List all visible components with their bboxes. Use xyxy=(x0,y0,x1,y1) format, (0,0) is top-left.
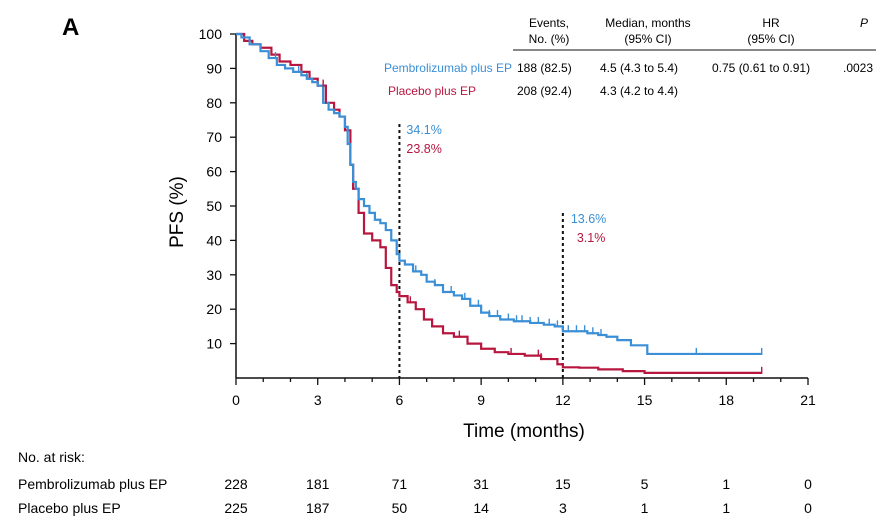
y-tick-label: 10 xyxy=(206,336,222,352)
risk-cell: 1 xyxy=(641,500,649,516)
stats-header-events-line2: No. (%) xyxy=(529,32,570,46)
y-tick-label: 60 xyxy=(206,164,222,180)
stats-label-pembro: Pembrolizumab plus EP xyxy=(384,61,512,75)
stats-events-pembro: 188 (82.5) xyxy=(517,61,572,75)
y-tick-label: 50 xyxy=(206,198,222,214)
risk-table-row-pembro: Pembrolizumab plus EP 228 181 71 31 15 5 1 0 xyxy=(18,476,812,492)
stats-events-placebo: 208 (92.4) xyxy=(517,84,572,98)
pembrolizumab-curve xyxy=(236,32,762,356)
reference-lines: 34.1% 23.8% 13.6% 3.1% xyxy=(398,123,606,378)
risk-table-title: No. at risk: xyxy=(18,449,85,465)
x-tick-label: 12 xyxy=(555,392,571,408)
stats-header-events-line1: Events, xyxy=(529,16,569,30)
risk-table-row-placebo: Placebo plus EP 225 187 50 14 3 1 1 0 xyxy=(18,500,812,516)
x-tick-label: 0 xyxy=(232,392,240,408)
reference-annotation: 13.6% xyxy=(571,212,606,226)
risk-cell: 5 xyxy=(641,476,649,492)
stats-median-pembro: 4.5 (4.3 to 5.4) xyxy=(600,61,678,75)
x-tick-label: 3 xyxy=(314,392,322,408)
stats-header-hr-line2: (95% CI) xyxy=(747,32,794,46)
y-tick-label: 100 xyxy=(199,26,223,42)
stats-median-placebo: 4.3 (4.2 to 4.4) xyxy=(600,84,678,98)
stats-hr-pembro: 0.75 (0.61 to 0.91) xyxy=(712,61,810,75)
risk-cell: 1 xyxy=(722,476,730,492)
risk-cell: 3 xyxy=(559,500,567,516)
risk-row-label-placebo: Placebo plus EP xyxy=(18,500,121,516)
x-tick-label: 18 xyxy=(718,392,734,408)
panel-label: A xyxy=(62,14,79,41)
y-axis-title: PFS (%) xyxy=(167,176,188,248)
risk-cell: 225 xyxy=(224,500,248,516)
y-tick-label: 30 xyxy=(206,267,222,283)
risk-row-values-pembro: 228 181 71 31 15 5 1 0 xyxy=(224,476,812,492)
stats-header-p: P xyxy=(860,16,868,30)
y-tick-label: 40 xyxy=(206,232,222,248)
x-tick-label: 6 xyxy=(396,392,404,408)
x-axis-title: Time (months) xyxy=(463,421,585,442)
pembrolizumab-censor-marks xyxy=(274,52,763,355)
x-tick-label: 21 xyxy=(800,392,816,408)
risk-cell: 187 xyxy=(306,500,330,516)
risk-cell: 71 xyxy=(392,476,408,492)
stats-header-hr-line1: HR xyxy=(762,16,780,30)
reference-annotation: 23.8% xyxy=(406,142,441,156)
risk-cell: 181 xyxy=(306,476,330,492)
placebo-censor-marks xyxy=(322,79,763,374)
stats-p-pembro: .0023 xyxy=(843,61,873,75)
risk-cell: 0 xyxy=(804,500,812,516)
risk-cell: 0 xyxy=(804,476,812,492)
risk-cell: 228 xyxy=(224,476,248,492)
reference-annotation: 3.1% xyxy=(577,231,606,245)
stats-header-median-line1: Median, months xyxy=(605,16,690,30)
y-axis-ticks: 10 20 30 40 50 60 70 80 90 100 xyxy=(199,26,236,352)
stats-table-rows: Pembrolizumab plus EP 188 (82.5) 4.5 (4.… xyxy=(384,61,873,98)
risk-cell: 50 xyxy=(392,500,408,516)
x-axis-ticks: 0 3 6 9 12 15 18 21 xyxy=(232,378,816,408)
risk-cell: 31 xyxy=(473,476,489,492)
x-tick-label: 9 xyxy=(477,392,485,408)
reference-annotation: 34.1% xyxy=(406,123,441,137)
y-tick-label: 90 xyxy=(206,60,222,76)
risk-row-label-pembro: Pembrolizumab plus EP xyxy=(18,476,167,492)
y-tick-label: 80 xyxy=(206,95,222,111)
placebo-curve xyxy=(236,32,762,374)
risk-cell: 1 xyxy=(722,500,730,516)
stats-header-median-line2: (95% CI) xyxy=(624,32,671,46)
stats-label-placebo: Placebo plus EP xyxy=(388,84,476,98)
risk-cell: 14 xyxy=(473,500,489,516)
plot-axes: 0 3 6 9 12 15 18 21 10 20 30 40 50 60 70 80 90 100 xyxy=(199,26,816,408)
risk-row-values-placebo: 225 187 50 14 3 1 1 0 xyxy=(224,500,812,516)
stats-table-header: Events, No. (%) Median, months (95% CI) … xyxy=(513,16,876,51)
y-tick-label: 70 xyxy=(206,129,222,145)
risk-cell: 15 xyxy=(555,476,571,492)
y-tick-label: 20 xyxy=(206,301,222,317)
x-tick-label: 15 xyxy=(637,392,653,408)
